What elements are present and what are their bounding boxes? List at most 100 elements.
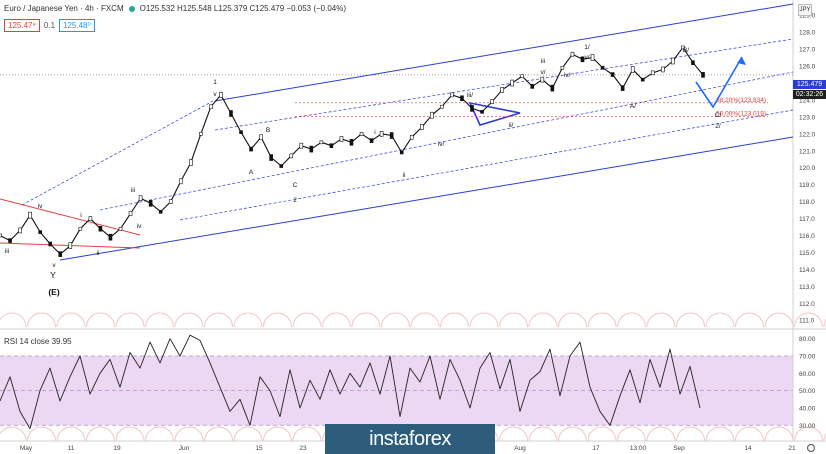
time-tick-label: 23 [299,445,307,452]
price-bar [48,241,53,247]
price-tick-label: 111.0 [799,318,815,325]
wave-label: v [52,262,56,269]
price-bar [279,164,284,168]
chart-legend: Euro / Japanese Yen · 4h · FXCM O125.532… [4,4,346,13]
price-tick-label: 122.0 [799,131,816,138]
wave-label: ii/ [509,122,514,129]
price-bar [560,65,565,70]
price-bar [430,111,434,119]
session-arc [381,312,410,328]
wave-label: v [213,91,217,98]
time-tick-label: Jun [179,445,190,452]
price-bar [8,238,12,243]
price-bar [249,146,253,152]
price-tick-label: 115.0 [799,250,815,257]
price-bar [18,227,22,234]
wave-label: iv [38,203,43,210]
price-bar [570,51,575,57]
price-bar [600,65,605,70]
wave-label: ii [97,250,100,257]
price-bar [480,110,484,114]
channel-line [99,71,794,211]
wave-label: Y [50,270,56,280]
time-tick-label: 11 [68,445,75,452]
session-arc [794,312,823,328]
price-bar [299,142,304,149]
price-tick-label: 121.0 [799,148,816,155]
session-arc [823,318,826,328]
price-bar [28,211,32,219]
session-arc [558,312,587,328]
session-arc [292,426,322,442]
session-arc [469,312,499,328]
session-arc [145,312,174,328]
price-bar [239,130,243,134]
projection-arrow [695,56,743,109]
price-bar [339,136,344,142]
price-bar [379,131,384,137]
time-tick-label: 14 [744,445,752,452]
session-arc [587,426,617,442]
wedge-line [0,198,141,236]
price-tick-label: 117.0 [799,216,815,223]
price-bar [701,72,705,78]
session-arc [764,312,794,328]
wave-label: 1 [213,79,217,86]
time-tick-label: 21 [788,445,796,452]
session-arc [764,426,794,442]
price-bar [98,225,103,232]
price-bar [88,216,93,221]
channel-line [214,3,794,102]
price-bar [510,79,514,87]
wave-label: 1/ [584,44,590,51]
ohlc-readout: O125.532 H125.548 L125.379 C125.479 −0.0… [139,4,347,13]
wave-label: v/ [540,69,545,76]
price-bar [530,84,535,89]
time-tick-label: Aug [514,445,526,452]
wave-label: A/ [630,103,636,110]
bid-button[interactable]: 125.47⁹ [4,19,40,32]
price-bar [389,132,394,139]
time-tick-label: 13:00 [630,445,647,452]
price-bar [108,233,113,241]
session-arc [27,426,56,442]
price-bar [369,138,374,143]
wave-label: C [293,182,298,189]
price-bar [630,66,635,73]
price-tick-label: 118.0 [799,199,815,206]
session-arc [676,312,705,328]
price-bar [440,104,444,109]
price-tick-label: 129.0 [799,13,816,20]
channel-line [179,109,794,221]
price-bar [329,143,334,149]
price-tick-label: 127.0 [799,47,816,54]
channel-line [59,136,794,261]
gear-icon[interactable] [806,443,816,453]
price-bar [540,76,545,83]
session-arc [617,312,646,328]
rsi-tick-label: 60.00 [799,371,816,378]
session-arc [204,426,233,442]
session-arc [204,312,233,328]
price-bar [681,45,685,50]
price-bar [409,134,414,140]
wave-label: C/ [715,112,722,119]
price-bar [359,132,364,136]
session-arc [735,312,764,328]
session-arc [56,426,86,442]
price-bar [0,233,2,238]
wave-label: 2/ [715,123,721,130]
wave-label: B/ [683,47,689,54]
price-bar [490,99,494,104]
wave-label: iv/ [564,72,571,79]
wave-label: B [266,127,270,134]
session-arc [86,426,115,442]
ask-button[interactable]: 125.48⁰ [59,19,95,32]
session-arc [174,312,204,328]
price-bar [148,200,153,207]
bid-ask-row: 125.47⁹ 0.1 125.48⁰ [4,19,95,32]
session-arc [794,426,823,442]
wave-label: v/ [584,54,589,61]
price-bar [590,54,595,61]
